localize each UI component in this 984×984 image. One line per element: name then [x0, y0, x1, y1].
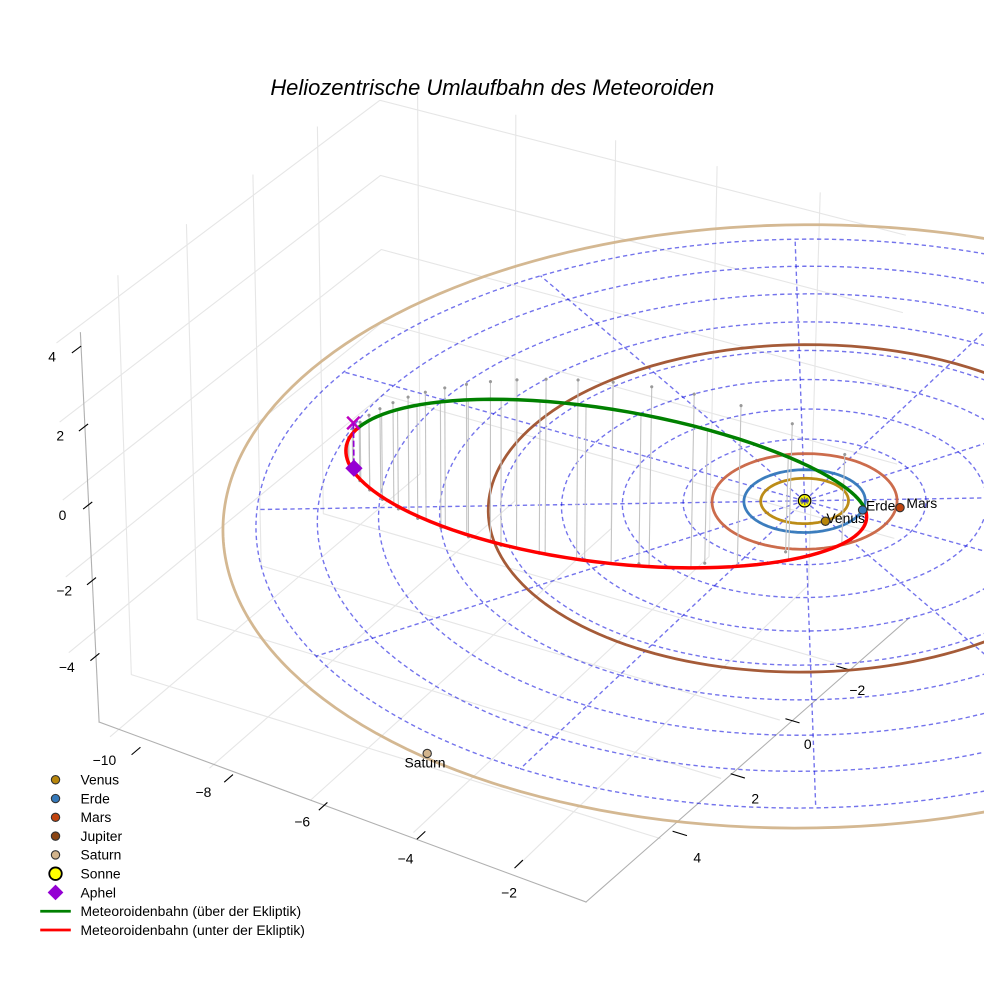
svg-text:Jupiter: Jupiter — [81, 828, 123, 844]
svg-text:−2: −2 — [849, 682, 865, 698]
svg-text:Mars: Mars — [906, 495, 937, 511]
svg-text:Heliozentrische Umlaufbahn des: Heliozentrische Umlaufbahn des Meteoroid… — [270, 75, 714, 100]
svg-text:Meteoroidenbahn (unter der Ekl: Meteoroidenbahn (unter der Ekliptik) — [81, 922, 305, 938]
svg-text:Erde: Erde — [866, 498, 896, 514]
svg-text:0: 0 — [804, 736, 812, 752]
svg-text:Venus: Venus — [826, 510, 865, 526]
svg-text:Sonne: Sonne — [81, 866, 121, 882]
svg-text:Venus: Venus — [81, 772, 120, 788]
svg-text:4: 4 — [693, 850, 701, 866]
svg-text:Saturn: Saturn — [81, 847, 122, 863]
svg-text:0: 0 — [59, 507, 67, 523]
svg-text:−2: −2 — [501, 885, 517, 901]
svg-text:−10: −10 — [93, 752, 117, 768]
svg-text:−6: −6 — [294, 814, 310, 830]
svg-text:2: 2 — [751, 791, 759, 807]
svg-text:Erde: Erde — [81, 790, 111, 806]
svg-text:2: 2 — [56, 428, 64, 444]
svg-text:Saturn: Saturn — [405, 755, 446, 771]
svg-text:Aphel: Aphel — [81, 884, 117, 900]
svg-text:Meteoroidenbahn (über der Ekli: Meteoroidenbahn (über der Ekliptik) — [81, 903, 302, 919]
svg-text:4: 4 — [48, 348, 56, 364]
svg-text:−8: −8 — [195, 784, 211, 800]
svg-text:−4: −4 — [398, 850, 414, 866]
svg-text:−4: −4 — [59, 659, 75, 675]
svg-text:−2: −2 — [56, 583, 72, 599]
svg-text:Mars: Mars — [81, 809, 112, 825]
